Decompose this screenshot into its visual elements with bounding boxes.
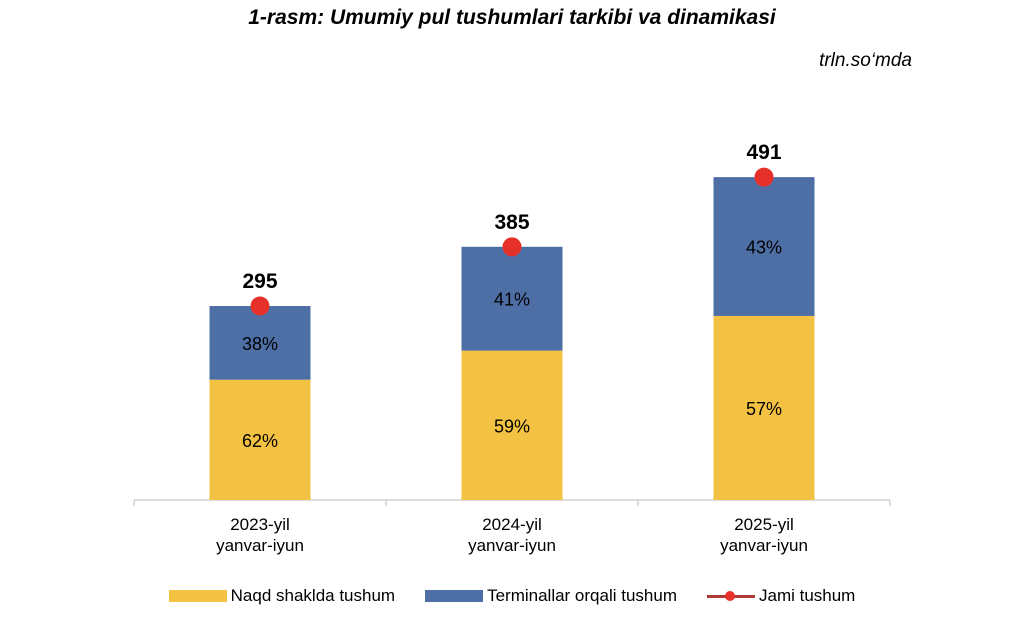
- data-label-terminal: 41%: [494, 290, 530, 310]
- legend: Naqd shaklda tushum Terminallar orqali t…: [0, 586, 1024, 606]
- legend-item-total: Jami tushum: [706, 586, 856, 606]
- data-label-cash: 59%: [494, 416, 530, 436]
- data-label-total: 295: [242, 270, 277, 293]
- total-marker: [250, 296, 270, 316]
- legend-item-cash: Naqd shaklda tushum: [168, 586, 396, 606]
- x-tick-label: 2023-yil: [230, 515, 290, 534]
- data-label-total: 385: [494, 211, 529, 234]
- chart: 62% 38% 295 2023-yil yanvar-iyun 59% 41% 385 202…: [133, 141, 891, 555]
- data-label-terminal: 38%: [242, 334, 278, 354]
- data-label-cash: 62%: [242, 431, 278, 451]
- bar-cash: [461, 350, 563, 500]
- unit-label: trln.so‘mda: [819, 50, 912, 71]
- bar-terminal: [209, 306, 311, 380]
- x-tick-label: yanvar-iyun: [468, 536, 556, 555]
- x-tick-label: yanvar-iyun: [216, 536, 304, 555]
- legend-swatch-total: [706, 590, 755, 602]
- chart-title: 1-rasm: Umumiy pul tushumlari tarkibi va…: [248, 6, 776, 29]
- legend-label: Terminallar orqali tushum: [487, 586, 677, 605]
- data-label-total: 491: [746, 141, 781, 164]
- data-label-cash: 57%: [746, 399, 782, 419]
- bar-terminal: [461, 246, 563, 351]
- legend-swatch-cash: [168, 590, 227, 602]
- legend-label: Naqd shaklda tushum: [230, 586, 396, 605]
- total-marker: [754, 167, 774, 187]
- total-marker: [502, 237, 522, 257]
- bar-cash: [713, 315, 815, 500]
- x-tick-label: 2025-yil: [734, 515, 794, 534]
- legend-label: Jami tushum: [758, 586, 856, 605]
- legend-item-terminal: Terminallar orqali tushum: [425, 586, 677, 606]
- bar-cash: [209, 379, 311, 500]
- bar-terminal: [713, 177, 815, 316]
- data-label-terminal: 43%: [746, 238, 782, 258]
- x-tick-label: yanvar-iyun: [720, 536, 808, 555]
- x-tick-label: 2024-yil: [482, 515, 542, 534]
- legend-swatch-terminal: [425, 590, 484, 602]
